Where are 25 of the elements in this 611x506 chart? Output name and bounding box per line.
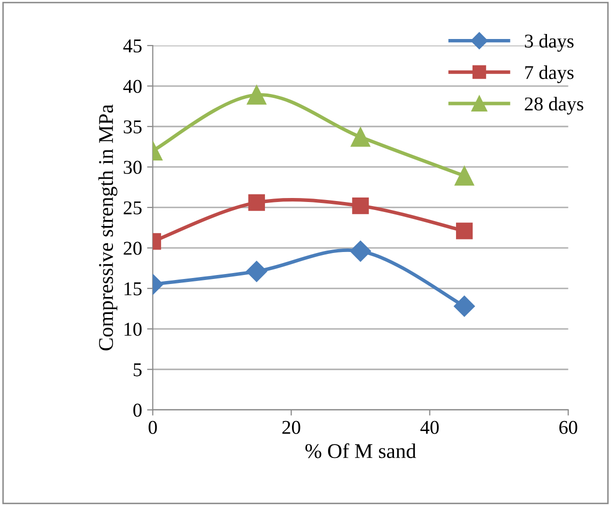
point (350, 127, 370, 147)
x-tick-label: 0 (148, 420, 157, 434)
y-tick-label: 10 (124, 322, 142, 336)
y-tick-label: 20 (124, 242, 142, 255)
y-tick-label: 40 (123, 80, 142, 93)
x-tick-label: 20 (282, 420, 300, 434)
y-tick-label: 30 (124, 160, 142, 174)
point (350, 240, 372, 262)
legend-label: 7 days (525, 65, 574, 84)
legend-label: 28 days (524, 96, 584, 115)
x-axis-title: % Of M sand (305, 443, 416, 458)
y-tick-label: 5 (134, 363, 142, 376)
y-tick-label: 15 (124, 282, 142, 296)
y-tick-label: 35 (124, 120, 142, 134)
legend-label: 3 days (524, 34, 574, 52)
point (352, 198, 369, 214)
x-tick-label: 40 (420, 420, 439, 434)
y-tick-label: 25 (124, 201, 142, 214)
point (454, 296, 475, 317)
y-tick-label: 45 (123, 39, 142, 52)
point (454, 166, 474, 186)
y-tick-label: 0 (133, 404, 142, 417)
point (456, 222, 473, 240)
y-axis-title: Compressive strength in MPa (98, 104, 118, 350)
x-tick-label: 60 (559, 420, 578, 434)
